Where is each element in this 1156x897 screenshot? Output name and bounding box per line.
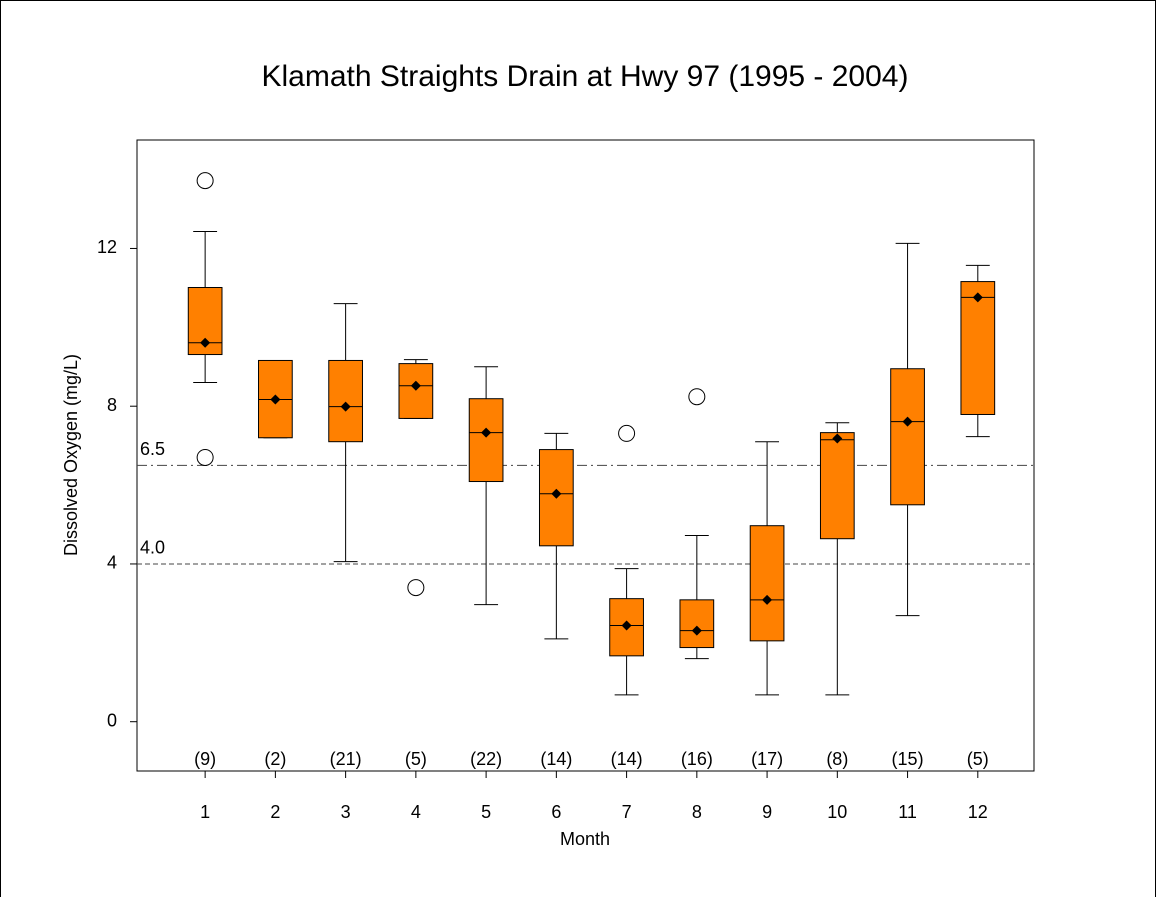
x-tick-label: 5 [481, 802, 491, 822]
count-label: (14) [611, 749, 643, 769]
box [890, 368, 925, 506]
y-tick-label: 4 [107, 553, 117, 573]
x-tick-label: 12 [968, 802, 988, 822]
mean [200, 337, 211, 348]
x-tick-label: 2 [270, 802, 280, 822]
count-label: (9) [194, 749, 216, 769]
count-label: (2) [264, 749, 286, 769]
mean [832, 433, 843, 444]
mean [481, 427, 492, 438]
mean [691, 625, 702, 636]
count-label: (5) [405, 749, 427, 769]
x-axis-label: Month [560, 829, 610, 849]
box [468, 398, 504, 483]
count-label: (14) [540, 749, 572, 769]
box [679, 599, 715, 649]
outlier [196, 448, 214, 466]
box [328, 359, 363, 443]
mean [340, 401, 351, 412]
outlier [618, 424, 636, 442]
x-tick-label: 3 [341, 802, 351, 822]
outlier [196, 172, 214, 190]
box [749, 525, 785, 642]
x-tick-label: 4 [411, 802, 421, 822]
count-label: (5) [967, 749, 989, 769]
outlier [688, 388, 706, 406]
chart-title: Klamath Straights Drain at Hwy 97 (1995 … [262, 60, 909, 93]
mean [972, 292, 983, 303]
count-label: (16) [681, 749, 713, 769]
x-tick-label: 10 [827, 802, 847, 822]
count-label: (17) [751, 749, 783, 769]
y-axis-label: Dissolved Oxygen (mg/L) [61, 354, 81, 556]
count-label: (22) [470, 749, 502, 769]
y-tick-label: 8 [107, 395, 117, 415]
x-tick-label: 1 [200, 802, 210, 822]
x-tick-label: 8 [692, 802, 702, 822]
box [398, 363, 434, 419]
mean [762, 594, 773, 605]
box [819, 432, 855, 540]
mean [621, 620, 632, 631]
x-tick-label: 6 [551, 802, 561, 822]
count-label: (21) [330, 749, 362, 769]
count-label: (8) [826, 749, 848, 769]
y-tick-label: 0 [107, 710, 117, 730]
reference-label: 4.0 [140, 538, 165, 558]
outlier [407, 579, 425, 597]
mean [551, 488, 562, 499]
count-label: (15) [892, 749, 924, 769]
plot-frame [136, 139, 1035, 772]
x-tick-label: 7 [622, 802, 632, 822]
reference-label: 6.5 [140, 439, 165, 459]
x-tick-label: 11 [898, 802, 917, 822]
y-tick-label: 12 [97, 237, 117, 257]
mean [902, 416, 913, 427]
mean [410, 380, 421, 391]
mean [270, 394, 281, 405]
x-tick-label: 9 [762, 802, 772, 822]
box [960, 281, 996, 415]
